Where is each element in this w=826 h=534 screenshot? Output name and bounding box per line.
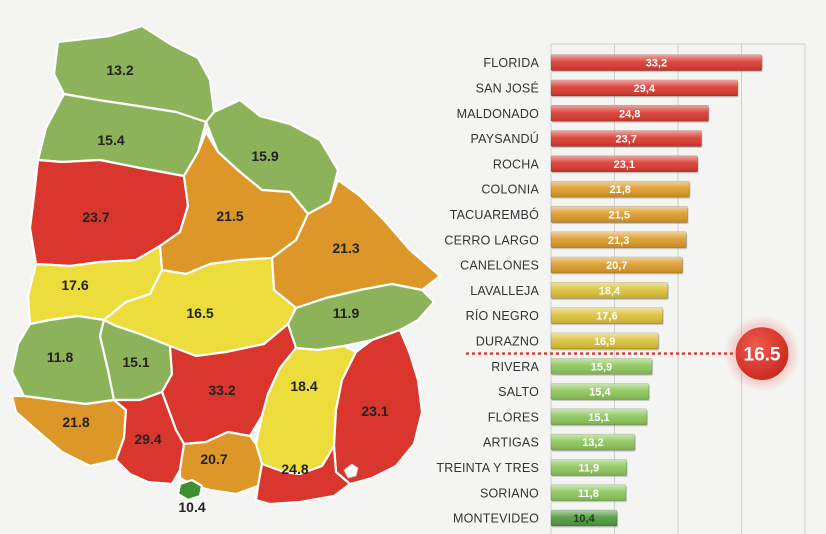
map-value-maldonado: 24.8: [281, 461, 308, 477]
bar-gloss: [551, 155, 698, 172]
bar-value-label: 33,2: [646, 58, 667, 70]
bar-value-label: 23,7: [616, 134, 637, 146]
bar-value-label: 21,5: [609, 209, 630, 221]
bar-category-label: SORIANO: [480, 486, 539, 500]
bar-gloss: [551, 383, 649, 400]
uruguay-map: [10, 24, 442, 506]
reference-badge-value: 16.5: [744, 345, 781, 366]
map-value-artigas: 13.2: [106, 62, 133, 78]
map-region-san-jose: [112, 390, 186, 486]
bar-value-label: 16,9: [594, 336, 615, 348]
bar-chart-rows: FLORIDA 33,2 SAN JOSÉ 29,4 MALDONADO 24,8 PAYS…: [436, 54, 763, 528]
bar-category-label: SAN JOSÉ: [476, 80, 539, 95]
map-value-rocha: 23.1: [361, 403, 388, 419]
map-value-florida: 33.2: [208, 382, 235, 398]
bar-value-label: 24,8: [619, 108, 640, 120]
map-value-lavalleja: 18.4: [290, 378, 317, 394]
bar-value-label: 11,8: [578, 488, 599, 500]
bar-category-label: PAYSANDÚ: [470, 131, 539, 146]
bar-gloss: [551, 510, 618, 527]
map-region-rocha: [332, 328, 424, 486]
bar-value-label: 15,9: [591, 361, 612, 373]
bar-gloss: [551, 459, 627, 476]
lagoon-shape: [343, 463, 359, 479]
reference-badge: [734, 326, 790, 382]
bar-gloss: [551, 484, 626, 501]
bar-value-label: 17,6: [596, 311, 617, 323]
bar-gloss: [551, 332, 659, 349]
map-value-tacuarembo: 21.5: [216, 208, 243, 224]
bar-category-label: RIVERA: [491, 360, 539, 374]
bar-gloss: [551, 79, 738, 96]
map-value-rivera: 15.9: [251, 148, 278, 164]
bar-gloss: [551, 282, 668, 299]
map-value-salto: 15.4: [97, 132, 124, 148]
map-value-colonia: 21.8: [62, 414, 89, 430]
map-value-durazno: 16.5: [186, 305, 213, 321]
bar-value-label: 11,9: [578, 462, 599, 474]
bar-category-label: COLONIA: [481, 183, 539, 197]
bar-value-label: 10,4: [573, 513, 595, 525]
bar-gloss: [551, 231, 687, 248]
bar-category-label: TACUAREMBÓ: [450, 207, 539, 222]
bar-gloss: [551, 181, 690, 198]
map-value-cerro-largo: 21.3: [332, 240, 359, 256]
map-value-san-jose: 29.4: [134, 431, 161, 447]
bar-category-label: FLORES: [488, 410, 539, 424]
map-value-canelones: 20.7: [200, 451, 227, 467]
bar-value-label: 15,4: [589, 387, 611, 399]
map-region-maldonado: [254, 444, 352, 506]
bar-value-label: 18,4: [599, 285, 621, 297]
bar-gloss: [551, 408, 647, 425]
map-region-colonia: [10, 394, 128, 468]
bar-gloss: [551, 130, 702, 147]
map-value-flores: 15.1: [122, 354, 149, 370]
map-value-treinta-y-tres: 11.9: [333, 305, 360, 321]
map-value-labels: 13.2 15.4 15.9 23.7 21.5 21.3 17.6 16.5 11.9 11.8…: [47, 62, 389, 515]
bar-gloss: [551, 54, 762, 71]
bar-category-label: TREINTA Y TRES: [436, 461, 539, 475]
bar-value-label: 21,3: [608, 235, 629, 247]
bar-category-label: SALTO: [498, 385, 539, 399]
bar-gloss: [551, 105, 709, 122]
bar-category-label: RÍO NEGRO: [466, 308, 539, 323]
bar-gloss: [551, 434, 635, 451]
bar-category-label: ARTIGAS: [483, 436, 539, 450]
bar-value-label: 13,2: [582, 437, 603, 449]
bar-value-label: 23,1: [614, 159, 635, 171]
bar-value-label: 29,4: [634, 83, 656, 95]
bar-gloss: [551, 206, 688, 223]
bar-category-label: MALDONADO: [457, 107, 539, 121]
bar-value-label: 20,7: [606, 260, 627, 272]
bar-category-label: ROCHA: [493, 157, 540, 171]
map-value-paysandu: 23.7: [82, 209, 109, 225]
bar-category-label: CANELONES: [460, 259, 539, 273]
bar-category-label: MONTEVIDEO: [453, 512, 539, 526]
bar-gloss: [551, 257, 683, 274]
reference-line-group: 16.5: [466, 315, 800, 392]
map-value-rio-negro: 17.6: [61, 277, 88, 293]
bar-value-label: 15,1: [588, 412, 609, 424]
bar-category-label: CERRO LARGO: [444, 233, 539, 247]
map-value-montevideo: 10.4: [178, 499, 205, 515]
bar-gloss: [551, 307, 663, 324]
map-value-soriano: 11.8: [47, 349, 74, 365]
bar-category-label: LAVALLEJA: [470, 284, 539, 298]
bar-gloss: [551, 358, 652, 375]
map-region-montevideo: [176, 478, 204, 502]
bar-category-label: DURAZNO: [476, 334, 539, 348]
bar-value-label: 21,8: [610, 184, 631, 196]
bar-category-label: FLORIDA: [483, 56, 539, 70]
